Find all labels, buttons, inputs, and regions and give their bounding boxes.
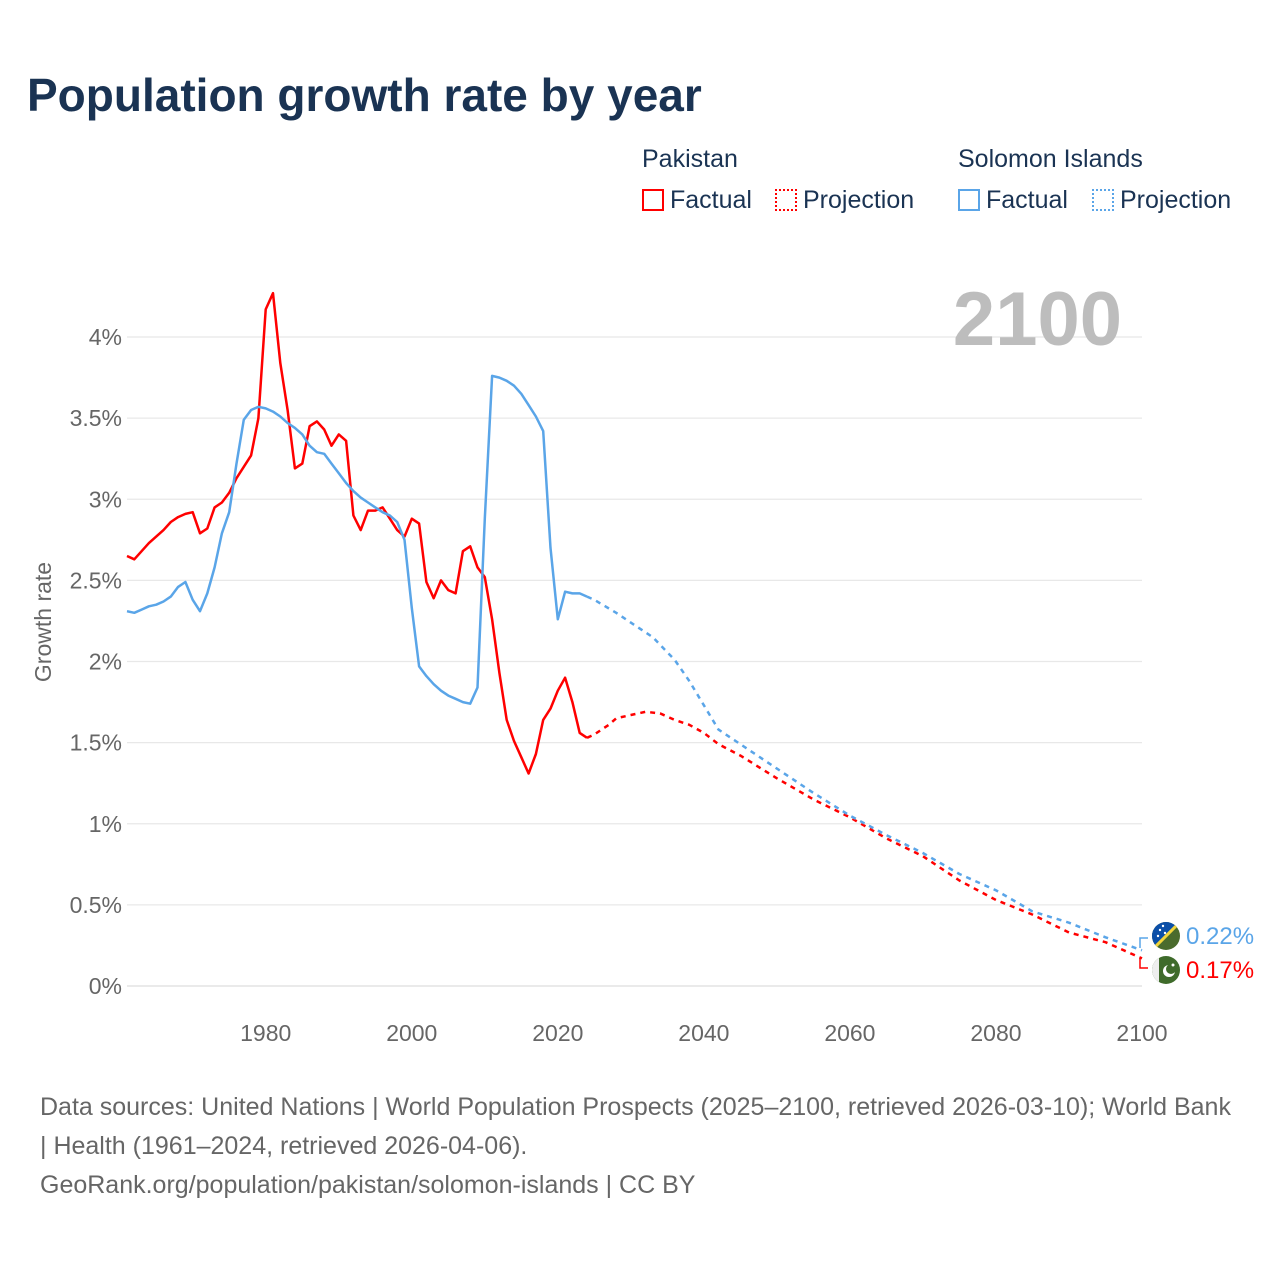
legend-group-solomon: Solomon Islands	[958, 145, 1143, 173]
current-year-label: 2100	[952, 277, 1122, 362]
x-tick-label: 2000	[386, 1020, 437, 1046]
solomon-end-connector	[1139, 937, 1148, 948]
legend-swatch-solid	[958, 189, 980, 211]
pakistan-end-value: 0.17%	[1186, 957, 1254, 984]
legend-solomon-factual[interactable]: Factual	[958, 186, 1068, 215]
data-sources: Data sources: United Nations | World Pop…	[40, 1088, 1240, 1205]
x-tick-label: 2020	[532, 1020, 583, 1046]
y-tick-label: 2.5%	[70, 567, 122, 593]
legend-solomon-projection[interactable]: Projection	[1092, 186, 1231, 215]
legend-swatch-solid	[642, 189, 664, 211]
y-tick-label: 0%	[89, 973, 122, 999]
legend-label: Projection	[1120, 186, 1232, 214]
y-tick-label: 2%	[89, 649, 122, 675]
legend-label: Factual	[986, 186, 1068, 214]
pakistan-end-connector	[1139, 958, 1148, 969]
series-line-solomon-islands-projection	[586, 595, 1143, 952]
x-tick-label: 2060	[824, 1020, 875, 1046]
solomon-islands-flag-icon	[1152, 922, 1180, 950]
legend-pakistan-projection[interactable]: Projection	[775, 186, 914, 215]
solomon-end-value: 0.22%	[1186, 923, 1254, 950]
attribution-link[interactable]: GeoRank.org/population/pakistan/solomon-…	[40, 1171, 696, 1199]
y-tick-label: 4%	[89, 324, 122, 350]
legend-swatch-dotted	[1092, 189, 1114, 211]
legend-label: Factual	[670, 186, 752, 214]
series-line-pakistan-projection	[586, 710, 1143, 960]
x-tick-label: 2040	[678, 1020, 729, 1046]
legend-group-pakistan: Pakistan	[642, 145, 738, 173]
series-line-solomon-islands-factual	[126, 374, 588, 705]
pakistan-flag-icon	[1152, 956, 1180, 984]
x-tick-label: 2080	[970, 1020, 1021, 1046]
y-tick-label: 0.5%	[70, 892, 122, 918]
y-tick-label: 1.5%	[70, 730, 122, 756]
y-tick-label: 1%	[89, 811, 122, 837]
chart-title: Population growth rate by year	[27, 69, 702, 121]
y-tick-label: 3%	[89, 486, 122, 512]
legend-label: Projection	[803, 186, 915, 214]
legend-pakistan-factual[interactable]: Factual	[642, 186, 752, 215]
series-line-pakistan-factual	[126, 291, 588, 775]
x-tick-label: 2100	[1116, 1020, 1167, 1046]
sources-text: Data sources: United Nations | World Pop…	[40, 1093, 1231, 1160]
legend-swatch-dotted	[775, 189, 797, 211]
y-axis-label: Growth rate	[30, 562, 56, 682]
y-tick-label: 3.5%	[70, 405, 122, 431]
x-tick-label: 1980	[240, 1020, 291, 1046]
